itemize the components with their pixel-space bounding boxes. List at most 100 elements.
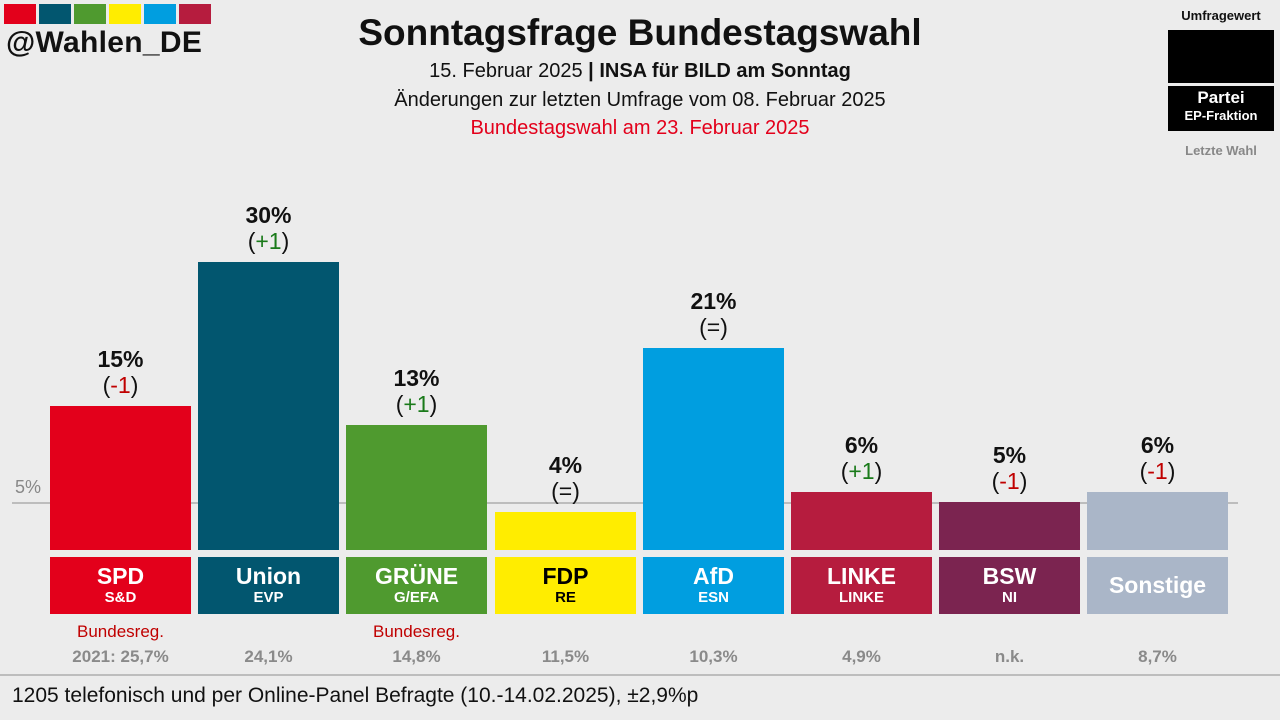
legend-party-box: Partei EP-Fraktion [1168, 86, 1274, 131]
value-label: 21% [690, 288, 737, 315]
change-bracket: ) [874, 458, 883, 485]
value-label: 13% [393, 365, 440, 392]
last-election-result: n.k. [994, 647, 1025, 666]
brand-color-block [144, 4, 176, 24]
party-label-union: Union EVP [198, 557, 339, 614]
change-value: -1 [110, 372, 131, 398]
change-bracket: ( [102, 372, 111, 398]
government-label: Bundesreg. [77, 622, 164, 641]
party-name: BSW [982, 563, 1037, 589]
legend-poll-value: Umfragewert [1181, 8, 1261, 23]
legend-last-election: Letzte Wahl [1185, 143, 1257, 158]
party-label-afd: AfD ESN [643, 557, 784, 614]
change-value: -1 [999, 468, 1020, 494]
bar-afd [643, 348, 784, 550]
value-label: 4% [548, 451, 583, 478]
change-bracket: ) [130, 372, 139, 398]
change-label: (+1) [791, 458, 932, 485]
legend: Umfragewert Partei EP-Fraktion Letzte Wa… [1168, 8, 1274, 158]
change-label: (-1) [939, 468, 1080, 495]
five-percent-label: 5% [15, 477, 42, 497]
party-name: Union [235, 563, 302, 589]
poll-separator: | [582, 60, 600, 82]
change-label: (+1) [198, 228, 339, 255]
party-label-spd: SPD S&D [50, 557, 191, 614]
party-name: FDP [542, 563, 589, 589]
change-label: (+1) [346, 391, 487, 418]
ep-fraction: EVP [253, 589, 284, 606]
ep-fraction: ESN [698, 589, 729, 606]
party-name: SPD [96, 563, 145, 589]
change-bracket: ) [1019, 468, 1028, 494]
ep-fraction: S&D [104, 589, 137, 606]
value-label: 30% [245, 202, 292, 228]
party-label-linke: LINKE LINKE [791, 557, 932, 614]
party-name: LINKE [827, 563, 896, 589]
bar-union [198, 262, 339, 550]
change-bracket: ( [395, 391, 404, 418]
brand-color-block [4, 4, 36, 24]
bar-spd [50, 406, 191, 550]
poll-institute: INSA für BILD am Sonntag [599, 60, 851, 82]
change-value: +1 [848, 458, 875, 485]
last-election-result: 8,7% [1138, 647, 1177, 666]
brand-color-strip [4, 4, 211, 24]
bar-linke [791, 492, 932, 550]
bar-grüne [346, 425, 487, 550]
change-bracket: ) [281, 228, 290, 254]
government-label: Bundesreg. [373, 622, 460, 641]
poll-date: 15. Februar 2025 [429, 60, 583, 82]
ep-fraction: LINKE [839, 589, 884, 606]
legend-bar-swatch [1168, 30, 1274, 83]
brand-color-block [39, 4, 71, 24]
change-value: -1 [1147, 458, 1168, 485]
party-name: AfD [693, 563, 734, 589]
bar-bsw [939, 502, 1080, 550]
change-label: (=) [495, 478, 636, 505]
change-label: (-1) [1087, 458, 1228, 485]
change-bracket: ) [1167, 458, 1176, 485]
last-election-result: 14,8% [392, 647, 441, 666]
election-note: Bundestagswahl am 23. Februar 2025 [470, 117, 810, 139]
party-label-bsw: BSW NI [939, 557, 1080, 614]
last-election-result: 10,3% [689, 647, 738, 666]
ep-fraction: NI [1002, 589, 1017, 606]
party-name: Sonstige [1108, 572, 1207, 598]
brand-color-block [179, 4, 211, 24]
brand-color-block [74, 4, 106, 24]
bar-fdp [495, 511, 636, 550]
change-bracket: ( [699, 314, 707, 341]
party-label-sonstige: Sonstige [1087, 557, 1228, 614]
brand-color-block [109, 4, 141, 24]
value-label: 6% [844, 432, 879, 459]
change-value: = [706, 314, 721, 341]
last-election-result: 2021: 25,7% [72, 647, 169, 666]
footer-sample-info: 1205 telefonisch und per Online-Panel Be… [12, 684, 699, 707]
change-value: +1 [403, 391, 430, 418]
last-election-result: 11,5% [541, 647, 590, 666]
brand-handle: @Wahlen_DE [6, 26, 203, 59]
value-label: 5% [992, 442, 1027, 468]
change-label: (=) [643, 314, 784, 341]
party-label-grüne: GRÜNE G/EFA [346, 557, 487, 614]
change-bracket: ( [247, 228, 256, 254]
party-name: GRÜNE [374, 563, 459, 589]
change-bracket: ) [720, 314, 728, 341]
changes-note: Änderungen zur letzten Umfrage vom 08. F… [394, 89, 886, 111]
poll-info: 15. Februar 2025 | INSA für BILD am Sonn… [0, 60, 1280, 83]
change-value: = [558, 477, 573, 504]
change-bracket: ( [551, 477, 559, 504]
party-label-fdp: FDP RE [495, 557, 636, 614]
change-label: (-1) [50, 372, 191, 399]
ep-fraction: RE [555, 589, 576, 606]
value-label: 15% [97, 346, 144, 372]
change-bracket: ( [991, 468, 1000, 494]
ep-fraction: G/EFA [393, 589, 439, 606]
change-value: +1 [255, 228, 282, 254]
value-label: 6% [1140, 432, 1175, 459]
last-election-result: 4,9% [842, 647, 881, 666]
change-bracket: ) [572, 477, 580, 504]
change-bracket: ) [429, 391, 438, 418]
change-bracket: ( [1139, 458, 1148, 485]
bar-sonstige [1087, 492, 1228, 550]
